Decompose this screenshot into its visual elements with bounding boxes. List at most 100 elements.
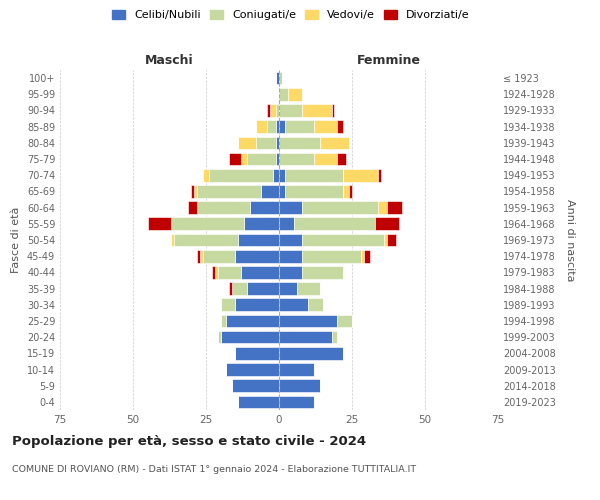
Bar — [235, 298, 279, 311]
Bar — [387, 234, 396, 246]
Bar — [232, 282, 247, 295]
Bar — [276, 136, 279, 149]
Text: Maschi: Maschi — [145, 54, 194, 67]
Bar — [203, 169, 209, 181]
Bar — [250, 202, 279, 214]
Bar — [302, 266, 343, 278]
Bar — [273, 169, 279, 181]
Bar — [279, 234, 302, 246]
Bar — [276, 72, 279, 85]
Bar — [361, 250, 364, 262]
Bar — [279, 185, 285, 198]
Text: Popolazione per età, sesso e stato civile - 2024: Popolazione per età, sesso e stato civil… — [12, 435, 366, 448]
Bar — [279, 380, 320, 392]
Bar — [197, 185, 262, 198]
Bar — [235, 250, 279, 262]
Bar — [378, 169, 381, 181]
Bar — [364, 250, 370, 262]
Bar — [221, 314, 226, 328]
Bar — [268, 120, 276, 133]
Bar — [279, 347, 343, 360]
Bar — [285, 120, 314, 133]
Bar — [218, 266, 241, 278]
Bar — [279, 104, 302, 117]
Bar — [279, 88, 288, 101]
Bar — [218, 331, 221, 344]
Bar — [279, 396, 314, 408]
Bar — [279, 72, 282, 85]
Bar — [276, 104, 279, 117]
Bar — [276, 120, 279, 133]
Bar — [197, 202, 250, 214]
Bar — [320, 136, 349, 149]
Bar — [302, 202, 378, 214]
Bar — [148, 218, 171, 230]
Bar — [332, 104, 334, 117]
Bar — [226, 314, 279, 328]
Bar — [378, 202, 387, 214]
Bar — [279, 282, 296, 295]
Bar — [279, 120, 285, 133]
Bar — [209, 169, 273, 181]
Bar — [262, 185, 279, 198]
Bar — [203, 250, 235, 262]
Bar — [171, 218, 244, 230]
Bar — [343, 185, 349, 198]
Bar — [302, 250, 361, 262]
Bar — [215, 266, 218, 278]
Bar — [197, 250, 200, 262]
Bar — [238, 136, 256, 149]
Legend: Celibi/Nubili, Coniugati/e, Vedovi/e, Divorziati/e: Celibi/Nubili, Coniugati/e, Vedovi/e, Di… — [108, 6, 474, 25]
Bar — [279, 331, 332, 344]
Bar — [244, 218, 279, 230]
Bar — [337, 120, 343, 133]
Bar — [302, 234, 384, 246]
Text: COMUNE DI ROVIANO (RM) - Dati ISTAT 1° gennaio 2024 - Elaborazione TUTTITALIA.IT: COMUNE DI ROVIANO (RM) - Dati ISTAT 1° g… — [12, 465, 416, 474]
Bar — [279, 136, 320, 149]
Bar — [343, 169, 378, 181]
Bar — [279, 218, 293, 230]
Bar — [171, 234, 174, 246]
Bar — [279, 202, 302, 214]
Bar — [308, 298, 323, 311]
Bar — [268, 104, 270, 117]
Bar — [247, 282, 279, 295]
Bar — [349, 185, 352, 198]
Bar — [384, 234, 387, 246]
Bar — [285, 169, 343, 181]
Bar — [212, 266, 215, 278]
Bar — [293, 218, 376, 230]
Bar — [276, 152, 279, 166]
Bar — [256, 136, 276, 149]
Bar — [247, 152, 276, 166]
Bar — [238, 234, 279, 246]
Bar — [314, 120, 337, 133]
Bar — [387, 202, 401, 214]
Bar — [337, 152, 346, 166]
Bar — [270, 104, 276, 117]
Bar — [200, 250, 203, 262]
Bar — [296, 282, 320, 295]
Bar — [279, 250, 302, 262]
Y-axis label: Anni di nascita: Anni di nascita — [565, 198, 575, 281]
Bar — [279, 169, 285, 181]
Bar — [235, 347, 279, 360]
Bar — [279, 363, 314, 376]
Bar — [279, 314, 337, 328]
Text: Femmine: Femmine — [356, 54, 421, 67]
Y-axis label: Fasce di età: Fasce di età — [11, 207, 21, 273]
Bar — [332, 331, 337, 344]
Bar — [279, 152, 314, 166]
Bar — [229, 152, 241, 166]
Bar — [288, 88, 302, 101]
Bar — [241, 152, 247, 166]
Bar — [188, 202, 197, 214]
Bar — [194, 185, 197, 198]
Bar — [314, 152, 337, 166]
Bar — [221, 331, 279, 344]
Bar — [285, 185, 343, 198]
Bar — [302, 104, 332, 117]
Bar — [221, 298, 235, 311]
Bar — [337, 314, 352, 328]
Bar — [256, 120, 268, 133]
